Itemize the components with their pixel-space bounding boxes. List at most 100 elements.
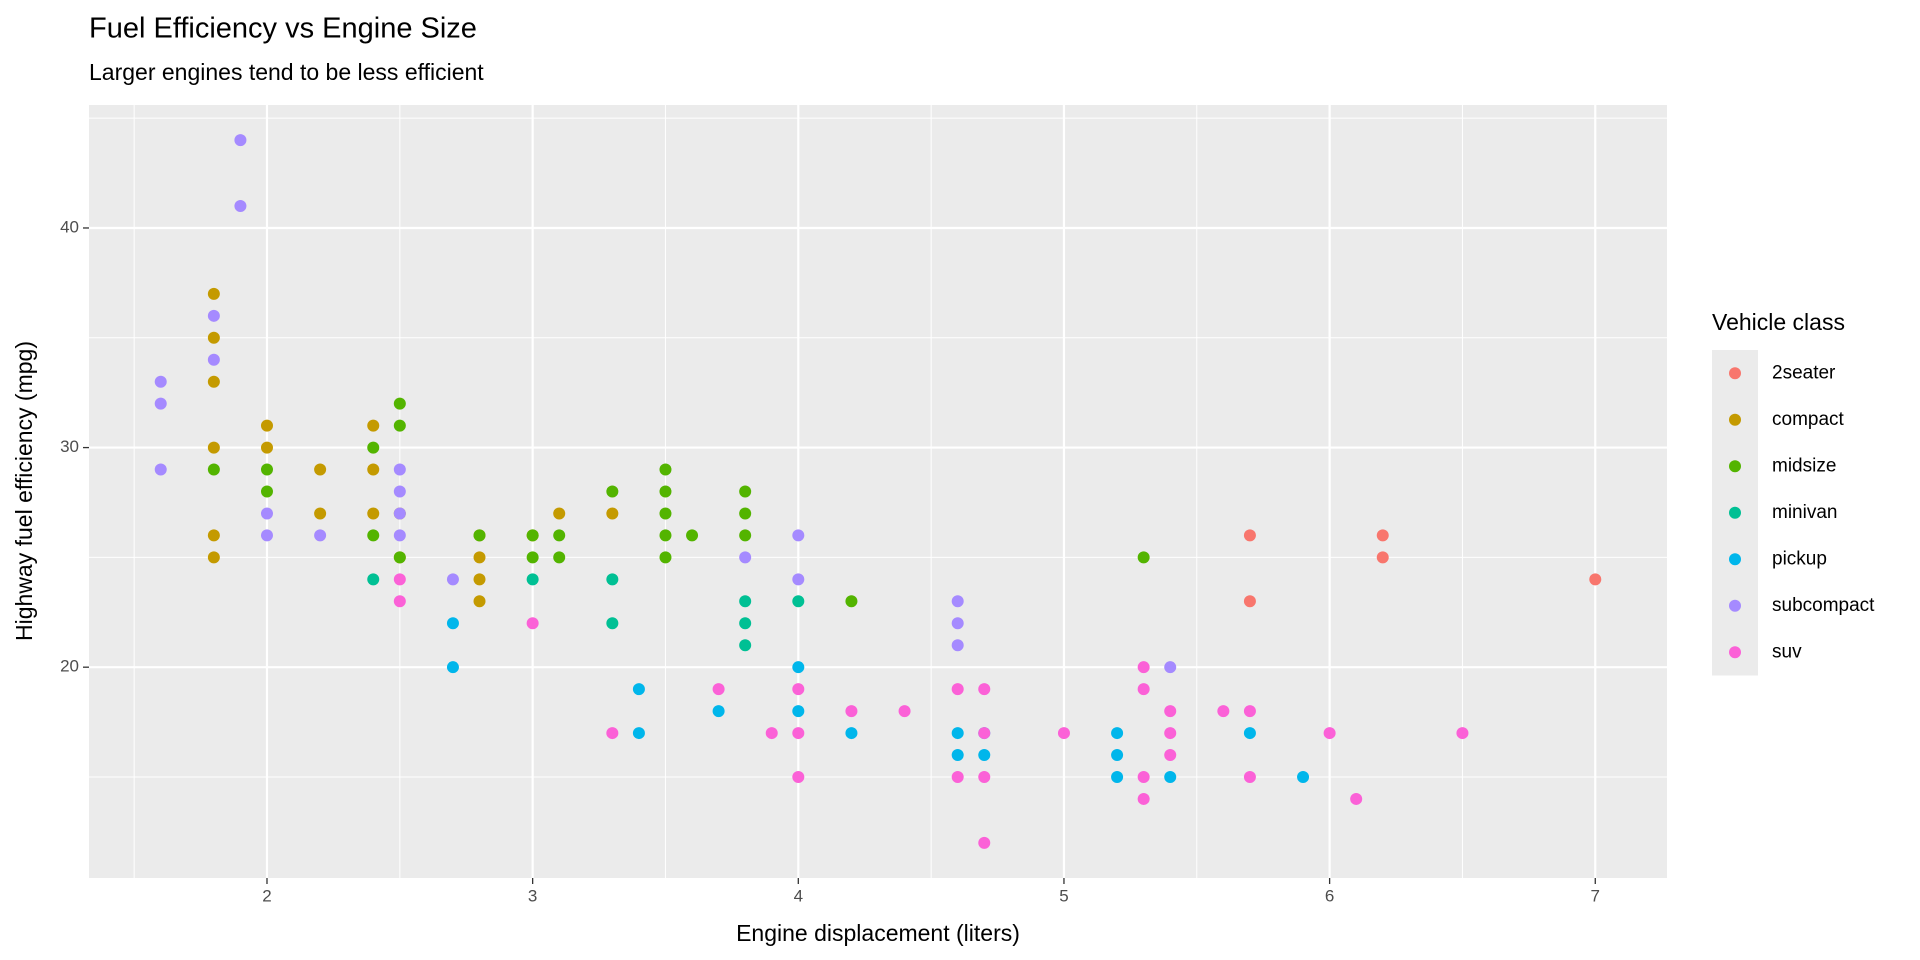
point xyxy=(606,727,619,740)
point xyxy=(473,551,486,564)
point xyxy=(1376,529,1389,542)
point xyxy=(1456,727,1469,740)
point xyxy=(1137,661,1150,674)
point xyxy=(473,595,486,608)
point xyxy=(1111,727,1124,740)
point xyxy=(739,551,752,564)
point xyxy=(951,639,964,652)
point xyxy=(978,749,991,762)
chart-subtitle: Larger engines tend to be less efficient xyxy=(89,59,484,85)
chart-title: Fuel Efficiency vs Engine Size xyxy=(89,13,477,45)
point xyxy=(1376,551,1389,564)
point xyxy=(367,507,380,520)
legend-label: compact xyxy=(1772,409,1845,430)
legend-label: pickup xyxy=(1772,548,1827,569)
point xyxy=(951,770,964,783)
point xyxy=(739,485,752,498)
point xyxy=(659,485,672,498)
point xyxy=(1137,551,1150,564)
point xyxy=(393,463,406,476)
point xyxy=(553,529,566,542)
point xyxy=(207,529,220,542)
point xyxy=(845,727,858,740)
point xyxy=(1164,770,1177,783)
x-tick-label: 2 xyxy=(262,886,271,905)
point xyxy=(978,770,991,783)
point xyxy=(792,595,805,608)
point xyxy=(526,529,539,542)
point xyxy=(792,573,805,586)
point xyxy=(686,529,699,542)
point xyxy=(260,507,273,520)
point xyxy=(154,375,167,388)
point xyxy=(446,661,459,674)
y-tick-label: 30 xyxy=(60,437,79,456)
point xyxy=(739,507,752,520)
point xyxy=(314,463,327,476)
point xyxy=(393,595,406,608)
point xyxy=(393,573,406,586)
point xyxy=(739,529,752,542)
point xyxy=(234,134,247,147)
point xyxy=(659,507,672,520)
point xyxy=(393,419,406,432)
point xyxy=(606,573,619,586)
point xyxy=(1323,727,1336,740)
point xyxy=(207,463,220,476)
point xyxy=(393,529,406,542)
point xyxy=(792,661,805,674)
point xyxy=(1589,573,1602,586)
point xyxy=(659,529,672,542)
point xyxy=(367,419,380,432)
point xyxy=(951,595,964,608)
legend-title: Vehicle class xyxy=(1712,309,1845,335)
point xyxy=(367,441,380,454)
point xyxy=(393,485,406,498)
x-tick-label: 7 xyxy=(1591,886,1600,905)
point xyxy=(367,573,380,586)
legend-label: suv xyxy=(1772,641,1802,662)
point xyxy=(739,595,752,608)
point xyxy=(314,507,327,520)
point xyxy=(1243,705,1256,718)
point xyxy=(606,617,619,630)
point xyxy=(446,573,459,586)
point xyxy=(1111,749,1124,762)
point xyxy=(393,397,406,410)
point xyxy=(898,705,911,718)
point xyxy=(1217,705,1230,718)
point xyxy=(1057,727,1070,740)
point xyxy=(367,529,380,542)
legend-label: midsize xyxy=(1772,455,1836,476)
point xyxy=(526,617,539,630)
point xyxy=(978,836,991,849)
legend: 2seater compact midsize minivan pickup subcom… xyxy=(1712,350,1875,676)
point xyxy=(1243,727,1256,740)
point xyxy=(712,705,725,718)
point xyxy=(260,441,273,454)
point xyxy=(1164,749,1177,762)
point xyxy=(765,727,778,740)
point xyxy=(845,705,858,718)
point xyxy=(207,375,220,388)
point xyxy=(393,551,406,564)
point xyxy=(1137,683,1150,696)
point xyxy=(632,683,645,696)
legend-key xyxy=(1729,367,1741,380)
point xyxy=(1137,792,1150,805)
point xyxy=(207,331,220,344)
x-tick-label: 3 xyxy=(528,886,537,905)
point xyxy=(367,463,380,476)
legend-label: 2seater xyxy=(1772,362,1836,383)
legend-label: minivan xyxy=(1772,502,1837,523)
point xyxy=(632,727,645,740)
points xyxy=(154,134,1602,849)
point xyxy=(1164,705,1177,718)
point xyxy=(978,683,991,696)
point xyxy=(739,617,752,630)
point xyxy=(659,551,672,564)
point xyxy=(792,529,805,542)
point xyxy=(154,463,167,476)
legend-key xyxy=(1729,553,1741,566)
